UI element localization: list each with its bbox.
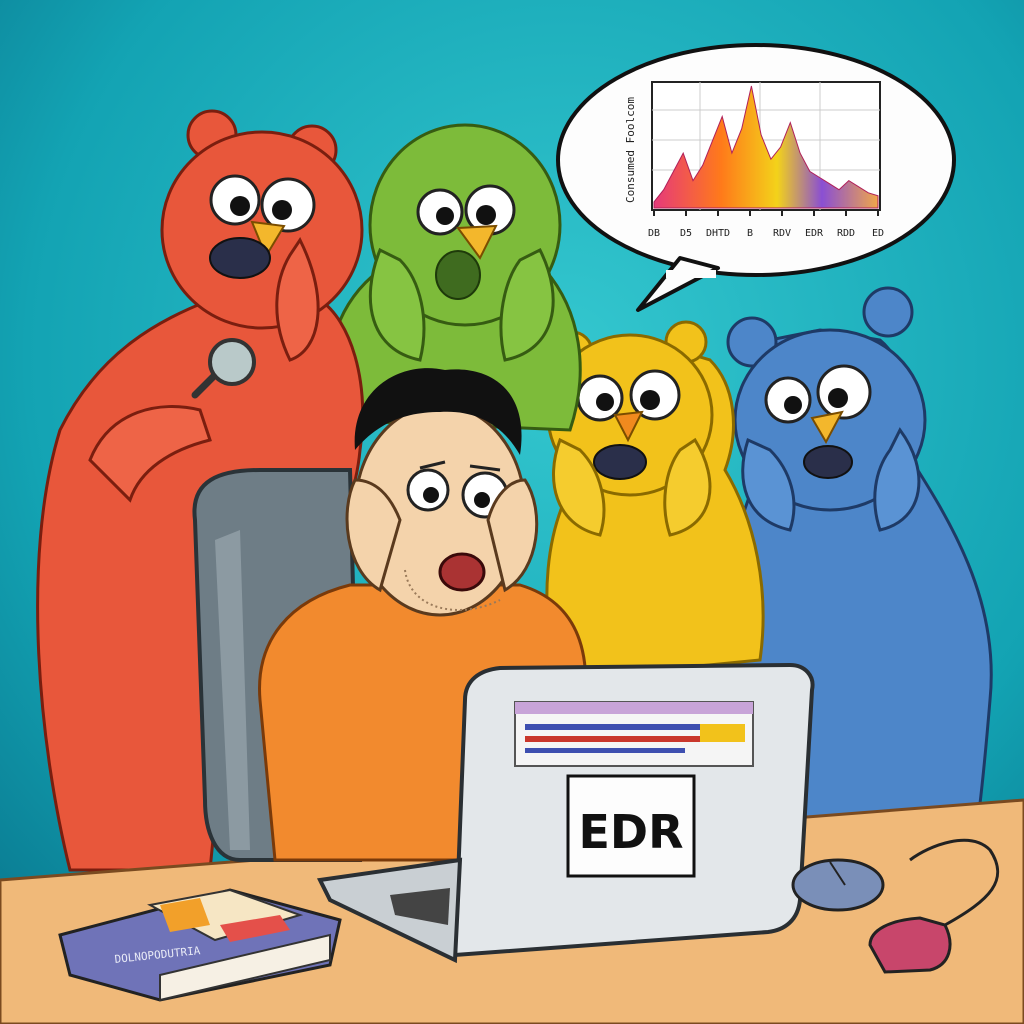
usb-device [868, 839, 1000, 974]
computer-mouse [791, 858, 885, 912]
window-highlight [700, 724, 745, 742]
bubble-chart-tick-label: D5 [680, 228, 692, 239]
window-bar-red [525, 736, 735, 742]
magnifying-glass-icon [191, 338, 256, 399]
bubble-chart-area [653, 85, 879, 209]
bubble-chart-tick-label: RDV [773, 228, 791, 239]
bubble-chart-tick-label: DHTD [706, 228, 730, 239]
book: DOLNOPODUTRIA [58, 888, 342, 1002]
laptop-screen-label: EDR [578, 805, 683, 859]
person [258, 368, 588, 862]
bubble-chart-tick-label: EDR [805, 228, 824, 239]
window-titlebar [515, 702, 753, 714]
bubble-chart-tick-label: ED [872, 228, 884, 239]
keyboard [390, 888, 450, 925]
bubble-chart-tick-label: RDD [837, 228, 855, 239]
bubble-chart-ticks: DB D5 DHTD B RDV EDR RDD ED [648, 210, 884, 239]
yellow-bear [545, 320, 765, 682]
green-creature [326, 123, 582, 432]
window-bar-blue [525, 724, 715, 730]
edr-label-box [566, 774, 696, 878]
bubble-chart-ylabel: Consumed Foolcom [624, 97, 637, 203]
bubble-chart-tick-label: B [747, 228, 753, 239]
bubble-chart-tick-label: DB [648, 228, 660, 239]
laptop: EDR [316, 662, 815, 964]
hair [354, 368, 522, 455]
speech-bubble: Consumed Foolcom DB D5 DHTD B RDV EDR RDD ED [556, 43, 956, 312]
